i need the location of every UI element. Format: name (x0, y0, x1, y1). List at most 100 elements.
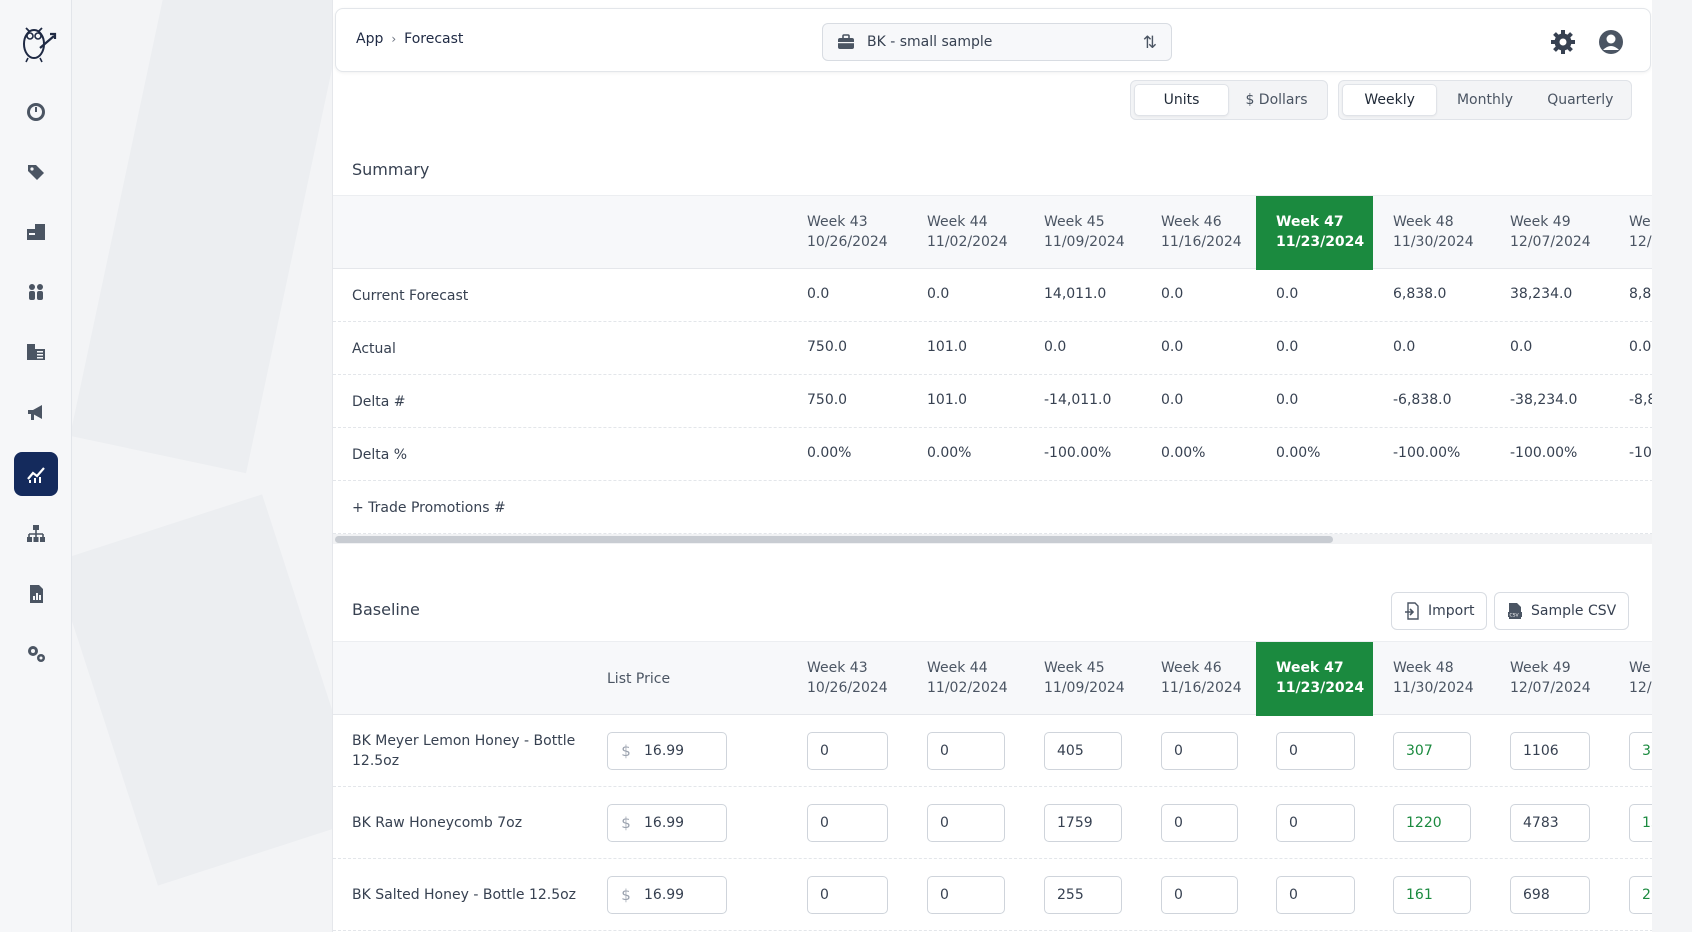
product-name: BK Meyer Lemon Honey - Bottle 12.5oz (352, 733, 576, 769)
forecast-input[interactable]: 0 (927, 876, 1005, 914)
summary-row: Delta # 750.0 101.0 -14,011.0 0.0 0.0 -6… (333, 375, 1652, 428)
forecast-input[interactable]: 0 (1276, 876, 1355, 914)
summary-cell: 750.0 (807, 392, 848, 408)
forecast-input[interactable]: 0 (927, 732, 1005, 770)
users-icon (29, 284, 43, 300)
project-selector[interactable]: BK - small sample ⇅ (822, 23, 1172, 61)
baseline-header-row: List Price Week 43 10/26/2024 Week 44 11/0… (333, 641, 1652, 716)
list-price-input[interactable]: $16.99 (607, 732, 727, 770)
summary-cell: -100.00% (1044, 445, 1112, 461)
sidebar-item-products[interactable] (14, 150, 58, 194)
forecast-input[interactable]: 1759 (1044, 804, 1122, 842)
forecast-input[interactable]: 405 (1044, 732, 1122, 770)
quarterly-option[interactable]: Quarterly (1547, 92, 1614, 108)
scrollbar-thumb[interactable] (335, 536, 1333, 543)
units-option[interactable]: Units (1134, 84, 1230, 116)
gear-icon[interactable] (1550, 29, 1576, 55)
breadcrumb-current: Forecast (404, 31, 464, 47)
summary-cell: -10 (1629, 445, 1652, 461)
gears-icon (28, 646, 45, 662)
summary-cell: 0.0 (807, 286, 830, 302)
forecast-input[interactable]: 255 (1044, 876, 1122, 914)
dollar-icon: $ (621, 742, 631, 760)
chart-line-icon (27, 467, 45, 483)
forecast-input[interactable]: 0 (1161, 804, 1238, 842)
forecast-input[interactable]: 3 (1629, 732, 1652, 770)
sort-arrows-icon: ⇅ (1142, 33, 1157, 53)
sidebar-item-accounts[interactable] (14, 330, 58, 374)
summary-cell: 0.00% (1161, 445, 1206, 461)
sample-csv-button[interactable]: CSV Sample CSV (1494, 592, 1630, 630)
forecast-input[interactable]: 1220 (1393, 804, 1471, 842)
forecast-input[interactable]: 161 (1393, 876, 1471, 914)
summary-cell: 0.0 (1044, 339, 1067, 355)
summary-row: Current Forecast 0.0 0.0 14,011.0 0.0 0.… (333, 269, 1652, 322)
monthly-option[interactable]: Monthly (1456, 92, 1514, 108)
sidebar-item-settings[interactable] (14, 632, 58, 676)
forecast-input[interactable]: 0 (927, 804, 1005, 842)
baseline-row: BK Salted Honey - Bottle 12.5oz $16.99 0… (333, 859, 1652, 931)
forecast-input[interactable]: 0 (1276, 804, 1355, 842)
summary-cell: 0.0 (927, 286, 950, 302)
trade-promotions-toggle[interactable]: + Trade Promotions # (352, 500, 506, 516)
sidebar-item-dashboard[interactable] (14, 90, 58, 134)
breadcrumb: App › Forecast (356, 31, 463, 47)
week-header: Week 44 11/02/2024 (927, 214, 1008, 250)
forecast-input[interactable]: 0 (1161, 732, 1238, 770)
sidebar-item-forecast[interactable] (14, 452, 58, 496)
product-name: BK Salted Honey - Bottle 12.5oz (352, 887, 577, 903)
summary-cell: 0.00% (1276, 445, 1321, 461)
summary-header-row: Week 43 10/26/2024 Week 44 11/02/2024 Week… (333, 195, 1652, 270)
summary-cell: -14,011.0 (1044, 392, 1112, 408)
week-header: Week 43 10/26/2024 (807, 214, 888, 250)
sidebar-item-customers[interactable] (14, 270, 58, 314)
forecast-input[interactable]: 2 (1629, 876, 1652, 914)
row-label: Current Forecast (352, 288, 469, 304)
summary-cell: 8,8 (1629, 286, 1652, 302)
summary-cell: 6,838.0 (1393, 286, 1447, 302)
forecast-input[interactable]: 0 (1161, 876, 1238, 914)
list-price-input[interactable]: $16.99 (607, 804, 727, 842)
sidebar-item-promotions[interactable] (14, 390, 58, 434)
breadcrumb-root[interactable]: App (356, 31, 384, 47)
summary-cell: -100.00% (1393, 445, 1461, 461)
week-header: Week 45 11/09/2024 (1044, 660, 1125, 696)
current-week-header: Week 47 11/23/2024 (1256, 196, 1373, 270)
product-name: BK Raw Honeycomb 7oz (352, 815, 523, 831)
forecast-input[interactable]: 698 (1510, 876, 1590, 914)
import-button[interactable]: Import (1391, 592, 1488, 630)
forecast-input[interactable]: 307 (1393, 732, 1471, 770)
forecast-input[interactable]: 0 (807, 876, 888, 914)
dollars-option[interactable]: $ Dollars (1245, 92, 1308, 108)
dollar-icon: $ (621, 886, 631, 904)
forecast-input[interactable]: 0 (1276, 732, 1355, 770)
boxes-icon (27, 224, 45, 240)
row-label: Delta % (352, 447, 408, 463)
forecast-input[interactable]: 15 (1629, 804, 1652, 842)
trade-promotions-row[interactable]: + Trade Promotions # (333, 481, 1652, 534)
forecast-input[interactable]: 0 (807, 732, 888, 770)
sidebar-item-inventory[interactable] (14, 210, 58, 254)
owl-logo-icon[interactable] (14, 14, 58, 66)
forecast-input[interactable]: 1106 (1510, 732, 1590, 770)
forecast-input[interactable]: 4783 (1510, 804, 1590, 842)
weekly-option[interactable]: Weekly (1342, 84, 1438, 116)
sidebar-item-reports[interactable] (14, 572, 58, 616)
units-toggle: Units $ Dollars (1130, 80, 1328, 120)
sidebar (0, 0, 72, 932)
summary-cell: -8,8 (1629, 392, 1652, 408)
summary-cell: 0.0 (1161, 392, 1184, 408)
list-price-input[interactable]: $16.99 (607, 876, 727, 914)
summary-cell: 14,011.0 (1044, 286, 1107, 302)
row-label: Actual (352, 341, 396, 357)
week-header: Week 48 11/30/2024 (1393, 660, 1474, 696)
week-header: We 12/ (1629, 214, 1652, 250)
forecast-input[interactable]: 0 (807, 804, 888, 842)
user-avatar-icon[interactable] (1598, 29, 1624, 55)
week-header: Week 46 11/16/2024 (1161, 214, 1242, 250)
week-header: Week 48 11/30/2024 (1393, 214, 1474, 250)
summary-cell: 101.0 (927, 392, 968, 408)
summary-cell: 101.0 (927, 339, 968, 355)
baseline-row: BK Raw Honeycomb 7oz $16.99 0 0 1759 0 0… (333, 787, 1652, 859)
sidebar-item-hierarchy[interactable] (14, 512, 58, 556)
